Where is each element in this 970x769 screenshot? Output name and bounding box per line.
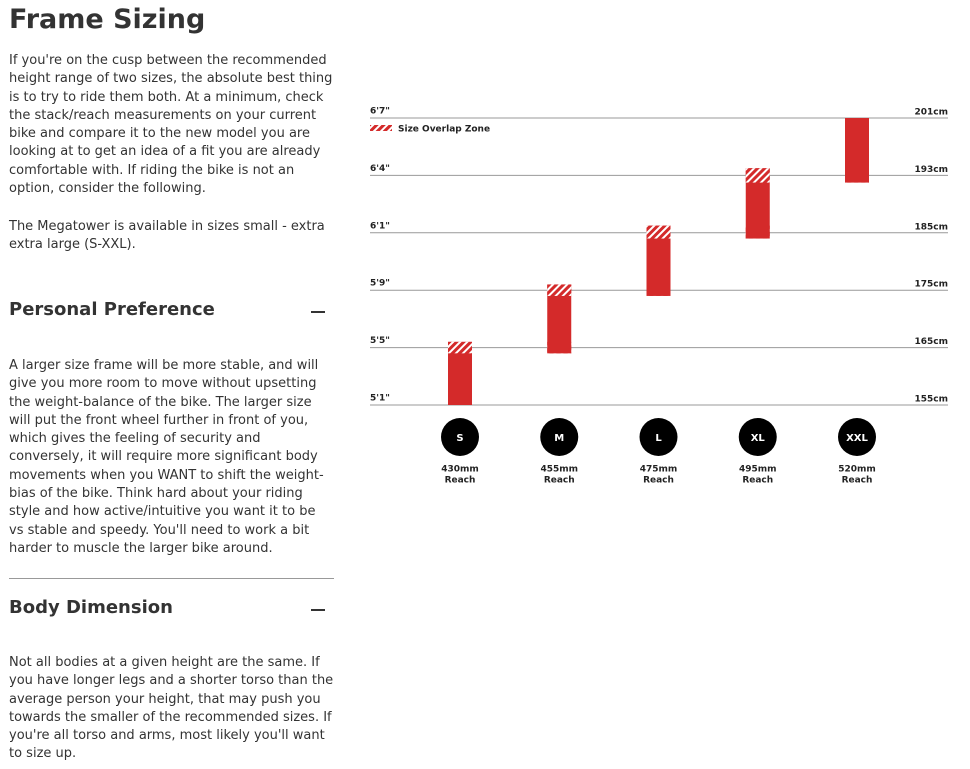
size-chart: Size Overlap Zone 5'1" 5'5" 5'9" 6'1" 6'4" 6'… (370, 107, 949, 486)
y-tick-label: 6'7" (370, 107, 390, 117)
size-label: XL (751, 433, 766, 444)
overlap-zone (448, 341, 472, 354)
reach-value: 520mm (838, 465, 876, 475)
size-badge (639, 418, 678, 456)
size-badge (838, 418, 876, 456)
y-tick-label: 5'1" (370, 394, 390, 404)
y-tick-label: 6'1" (370, 221, 390, 231)
reach-label: Reach (742, 476, 773, 486)
legend-swatch (370, 125, 392, 131)
overlap-zone (745, 168, 770, 183)
overlap-zone (547, 284, 572, 296)
collapse-icon[interactable] (311, 609, 325, 611)
y-tick-label: 5'9" (370, 279, 390, 289)
reach-label: Reach (544, 476, 575, 486)
section-text: A larger size frame will be more stable,… (9, 358, 324, 556)
y-tick-label: 6'4" (370, 164, 390, 174)
y2-tick-label: 165cm (915, 337, 949, 347)
reach-value: 475mm (640, 465, 678, 475)
reach-value: 455mm (540, 465, 578, 475)
size-badge (441, 418, 479, 456)
section-heading[interactable]: Personal Preference (9, 299, 215, 320)
y-tick-label: 5'5" (370, 336, 390, 346)
y2-tick-label: 193cm (915, 165, 949, 175)
divider (9, 578, 334, 579)
size-badge (540, 418, 579, 456)
section-text: Not all bodies at a given height are the… (9, 655, 334, 762)
reach-label: Reach (643, 476, 674, 486)
intro-paragraph: The Megatower is available in sizes smal… (9, 219, 325, 253)
size-bar (547, 284, 572, 354)
intro-paragraph: If you're on the cusp between the recomm… (9, 53, 333, 197)
size-bar (845, 118, 869, 183)
size-label: L (655, 433, 662, 444)
reach-label: Reach (445, 476, 476, 486)
size-label: S (456, 433, 463, 444)
size-badge (738, 418, 777, 456)
size-label: M (554, 433, 564, 444)
reach-label: Reach (842, 476, 873, 486)
collapse-icon[interactable] (311, 311, 325, 313)
size-label: XXL (846, 433, 868, 444)
reach-value: 495mm (739, 465, 777, 475)
y2-tick-label: 155cm (915, 395, 949, 405)
overlap-zone (646, 225, 671, 239)
section-heading[interactable]: Body Dimension (9, 597, 173, 618)
y2-tick-label: 185cm (915, 222, 949, 232)
y2-tick-label: 175cm (915, 280, 949, 290)
page-title: Frame Sizing (9, 4, 206, 35)
reach-value: 430mm (441, 465, 479, 475)
y2-tick-label: 201cm (915, 108, 949, 118)
legend-label: Size Overlap Zone (398, 125, 490, 135)
